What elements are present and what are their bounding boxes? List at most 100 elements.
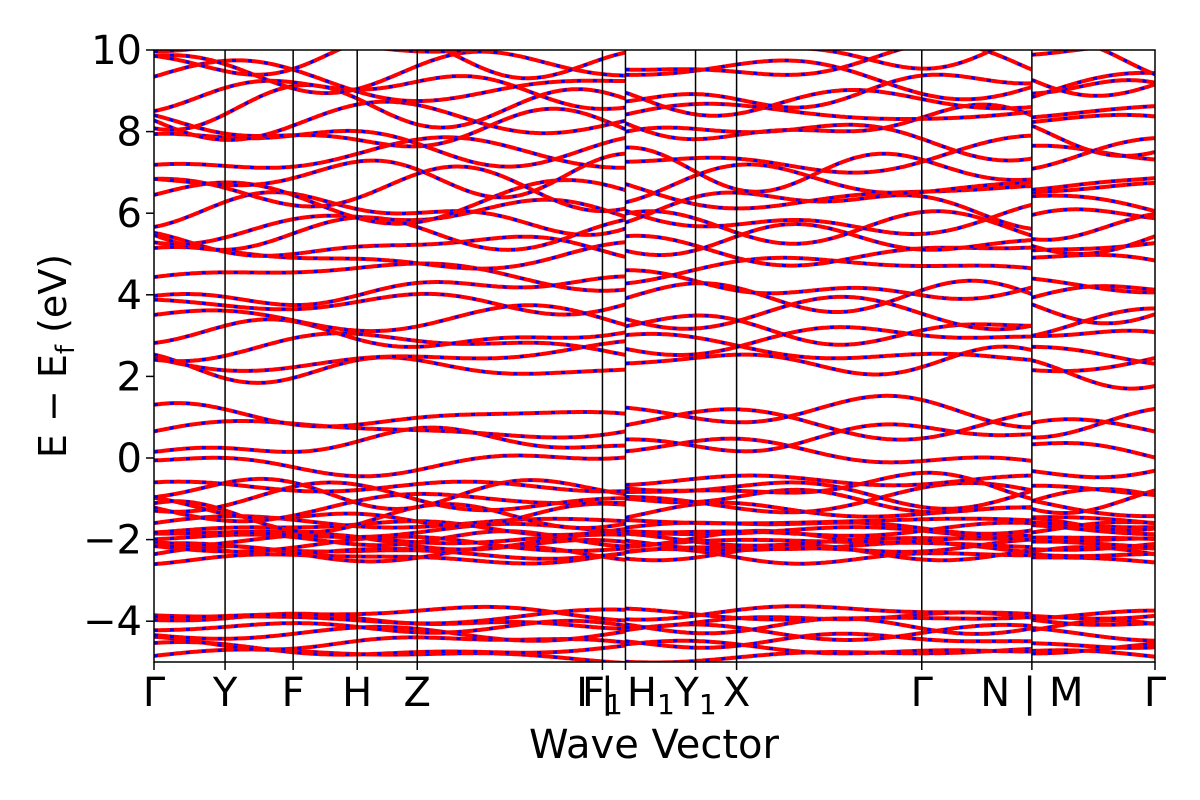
band-line-spin-up	[624, 182, 1033, 211]
band-line-spin-up	[1031, 212, 1155, 242]
band-line-spin-down	[625, 481, 1033, 514]
band-line-spin-up	[1031, 417, 1155, 434]
band-line-spin-down	[154, 317, 626, 349]
band-line-spin-down	[625, 525, 1032, 541]
band-line-spin-up	[1031, 406, 1155, 440]
y-axis-label-main: E − E	[31, 354, 75, 458]
band-line-spin-down	[625, 517, 1032, 525]
band-line-spin-up	[1031, 488, 1155, 515]
band-line-spin-up	[625, 436, 1033, 465]
y-tick-label: −4	[83, 599, 142, 645]
band-line-spin-down	[154, 190, 626, 237]
band-line-spin-up	[625, 145, 1033, 194]
kpoint-separators	[224, 50, 1033, 662]
x-tick-label: Z	[404, 670, 431, 716]
band-line-spin-down	[154, 74, 626, 113]
band-line-spin-up	[154, 604, 626, 623]
band-line-spin-down	[625, 190, 1033, 231]
y-tick-label: −2	[83, 518, 142, 564]
band-line-spin-up	[154, 331, 626, 364]
band-line-spin-up	[796, 50, 997, 71]
band-line-spin-down	[625, 88, 1032, 118]
band-line-spin-up	[1031, 483, 1155, 497]
band-line-spin-up	[625, 631, 1033, 650]
band-line-spin-up	[625, 122, 1033, 163]
band-line-spin-down	[625, 471, 1033, 501]
band-line-spin-up	[625, 393, 1032, 430]
band-line-spin-up	[154, 261, 626, 293]
band-line-spin-down	[625, 639, 1032, 655]
band-line-spin-up	[1031, 523, 1155, 537]
band-line-spin-up	[1031, 617, 1155, 627]
y-axis: −4 −2 0 2 4 6 8 10	[83, 28, 154, 645]
y-axis-label-sub: f	[51, 344, 81, 354]
y-axis-label: E − Ef (eV)	[31, 254, 81, 458]
x-tick-label: Y1	[673, 670, 716, 721]
band-line-spin-down	[1031, 78, 1155, 98]
band-line-spin-up	[625, 101, 1033, 121]
band-line-spin-up	[1031, 515, 1155, 526]
band-line-spin-down	[154, 477, 626, 511]
band-line-spin-down	[154, 231, 626, 259]
band-line-spin-up	[1031, 516, 1155, 533]
band-line-spin-up	[154, 624, 626, 643]
band-line-spin-down	[154, 496, 626, 528]
band-line-spin-down	[1031, 303, 1155, 325]
plot-frame	[153, 49, 1156, 663]
x-tick-label: N | M	[980, 670, 1083, 716]
band-line-spin-up	[625, 528, 1032, 548]
y-axis-label-unit: (eV)	[31, 254, 75, 345]
band-line-spin-down	[625, 332, 1032, 362]
band-line-spin-up	[154, 303, 626, 334]
band-line-spin-down	[624, 103, 1033, 141]
band-line-spin-up	[625, 72, 1033, 110]
band-line-spin-down	[154, 100, 626, 142]
band-line-spin-down	[625, 521, 1032, 538]
band-line-spin-up	[625, 255, 1033, 286]
band-line-spin-up	[1031, 234, 1155, 256]
y-tick-label: 4	[117, 273, 142, 319]
band-line-spin-down	[154, 165, 626, 213]
x-tick-label: F1	[582, 670, 623, 721]
y-tick-label: 10	[91, 28, 142, 74]
band-line-spin-up	[1031, 641, 1155, 656]
band-line-spin-up	[1031, 193, 1155, 214]
band-line-spin-up	[625, 268, 1033, 301]
y-tick-label: 0	[117, 436, 142, 482]
band-line-spin-up	[154, 151, 626, 200]
band-line-spin-down	[154, 50, 626, 80]
band-line-spin-up	[154, 291, 626, 317]
band-line-spin-up	[1031, 468, 1155, 480]
band-line-spin-down	[625, 543, 1033, 562]
x-tick-label: Γ	[1144, 670, 1167, 716]
band-line-spin-up	[1031, 536, 1155, 544]
band-line-spin-up	[625, 547, 1032, 566]
band-line-spin-up	[624, 202, 1033, 237]
band-line-spin-up	[1031, 176, 1155, 192]
x-tick-label: X	[723, 670, 750, 716]
x-tick-label: Γ	[143, 670, 166, 716]
band-line-spin-down	[154, 50, 626, 95]
band-line-spin-up	[1031, 498, 1155, 519]
band-line-spin-down	[625, 222, 1032, 257]
band-line-spin-down	[625, 295, 1033, 331]
band-line-spin-up	[625, 516, 1033, 526]
band-line-spin-up	[1031, 104, 1155, 120]
band-line-spin-up	[154, 425, 626, 454]
band-line-spin-down	[1031, 307, 1155, 338]
band-line-spin-up	[154, 419, 626, 440]
band-line-spin-down	[1031, 124, 1155, 158]
y-tick-label: 2	[117, 354, 142, 400]
band-line-spin-up	[1031, 207, 1155, 221]
band-line-spin-up	[154, 401, 626, 429]
band-line-spin-up	[1031, 613, 1155, 621]
band-line-spin-up	[1031, 641, 1155, 650]
band-line-spin-up	[625, 162, 1033, 205]
band-line-spin-up	[625, 422, 1033, 454]
y-tick-label: 6	[117, 191, 142, 237]
band-line-spin-down	[625, 50, 1033, 77]
x-tick-label: Y	[212, 670, 238, 716]
band-line-spin-up	[1097, 50, 1155, 77]
band-line-spin-down	[1031, 358, 1155, 391]
band-line-spin-up	[1031, 181, 1155, 195]
